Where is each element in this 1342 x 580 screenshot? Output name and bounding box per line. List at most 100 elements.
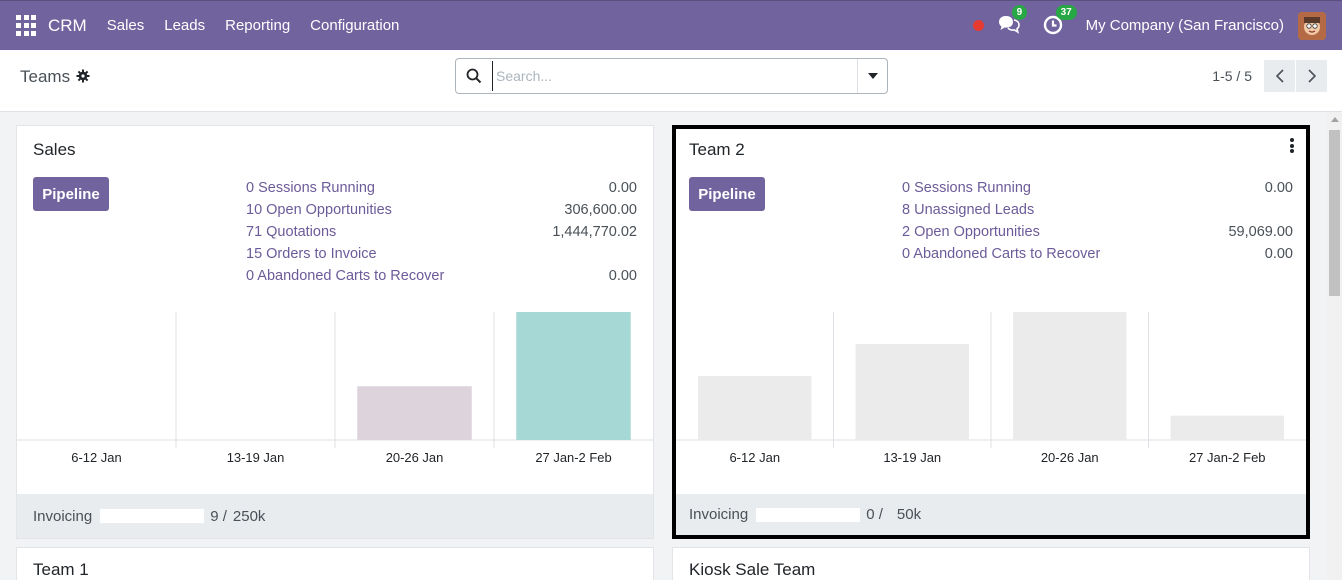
company-switcher[interactable]: My Company (San Francisco)	[1085, 17, 1284, 34]
chart-bar[interactable]	[357, 386, 472, 440]
stat-link-quotations[interactable]: 71 Quotations	[246, 224, 337, 240]
menu-reporting[interactable]: Reporting	[225, 17, 291, 34]
chart-x-tick-label: 13-19 Jan	[883, 450, 941, 462]
pager-previous-button[interactable]	[1264, 60, 1296, 92]
stat-value: 0.00	[608, 180, 637, 196]
chevron-left-icon	[1275, 69, 1284, 83]
card-stats: 0 Sessions Running 0.00 8 Unassigned Lea…	[902, 180, 1293, 268]
pager-value[interactable]: 1-5 / 5	[1212, 68, 1252, 84]
stat-value: 306,600.00	[564, 202, 637, 218]
stat-value: 0.00	[1264, 180, 1293, 196]
chart-bar[interactable]	[698, 376, 812, 440]
chart-x-tick-label: 27 Jan-2 Feb	[535, 450, 611, 462]
stat-value: 1,444,770.02	[552, 224, 637, 240]
chart-x-tick-label: 20-26 Jan	[1041, 450, 1099, 462]
scrollbar-thumb[interactable]	[1329, 130, 1340, 296]
card-title[interactable]: Team 1	[33, 560, 89, 579]
search-bar	[455, 58, 888, 94]
search-input[interactable]	[492, 61, 857, 91]
stat-value: 0.00	[608, 268, 637, 284]
stat-row: 71 Quotations 1,444,770.02	[246, 224, 637, 246]
app-brand[interactable]: CRM	[48, 15, 87, 35]
stat-row: 0 Abandoned Carts to Recover 0.00	[246, 268, 637, 290]
stat-link-abandoned-carts[interactable]: 0 Abandoned Carts to Recover	[902, 246, 1101, 262]
menu-sales[interactable]: Sales	[106, 17, 145, 34]
stat-link-abandoned-carts[interactable]: 0 Abandoned Carts to Recover	[246, 268, 445, 284]
control-panel: Teams	[0, 50, 1342, 112]
stat-row: 15 Orders to Invoice	[246, 246, 637, 268]
breadcrumb: Teams	[20, 67, 90, 87]
apps-menu-icon[interactable]	[16, 14, 38, 37]
invoicing-progress-bar[interactable]	[100, 509, 205, 523]
stat-link-sessions[interactable]: 0 Sessions Running	[246, 180, 375, 196]
menu-leads[interactable]: Leads	[164, 17, 206, 34]
team-card-team-1[interactable]: Team 1	[16, 547, 654, 580]
chart-bar[interactable]	[1013, 312, 1127, 440]
invoicing-target[interactable]: 250k	[232, 507, 266, 525]
stat-link-sessions[interactable]: 0 Sessions Running	[902, 180, 1031, 196]
stat-row: 8 Unassigned Leads	[902, 202, 1293, 224]
stat-link-unassigned-leads[interactable]: 8 Unassigned Leads	[902, 202, 1035, 218]
team-card-team-2[interactable]: Team 2 Pipeline 0 Sessions Running 0.00 …	[672, 125, 1310, 539]
chevron-right-icon	[1307, 69, 1316, 83]
kebab-menu-icon[interactable]	[1288, 137, 1296, 153]
chart-x-tick-label: 13-19 Jan	[227, 450, 285, 462]
messages-button[interactable]: 9	[998, 4, 1028, 38]
chart-x-tick-label: 20-26 Jan	[386, 450, 444, 462]
stat-row: 10 Open Opportunities 306,600.00	[246, 202, 637, 224]
invoicing-progress-bar[interactable]	[756, 507, 861, 522]
invoicing-label: Invoicing	[689, 506, 749, 523]
card-title[interactable]: Team 2	[689, 140, 745, 159]
invoicing-label: Invoicing	[33, 507, 93, 525]
caret-down-icon	[867, 73, 878, 79]
top-navbar: CRM Sales Leads Reporting Configuration …	[0, 0, 1342, 50]
invoicing-target[interactable]: 50k	[896, 506, 922, 523]
invoicing-value: 9 /	[210, 507, 227, 525]
pipeline-button[interactable]: Pipeline	[33, 177, 109, 211]
team-card-sales[interactable]: Sales Pipeline 0 Sessions Running 0.00 1…	[16, 125, 654, 539]
main-menu: Sales Leads Reporting Configuration	[107, 17, 420, 34]
chart-bar[interactable]	[1170, 415, 1284, 440]
card-title[interactable]: Sales	[33, 140, 76, 159]
stat-link-opportunities[interactable]: 2 Open Opportunities	[902, 224, 1040, 240]
card-title[interactable]: Kiosk Sale Team	[689, 560, 816, 579]
invoicing-value: 0 /	[866, 506, 883, 523]
activities-button[interactable]: 37	[1042, 4, 1077, 38]
stat-link-opportunities[interactable]: 10 Open Opportunities	[246, 202, 392, 218]
stat-value: 0.00	[1264, 246, 1293, 262]
stat-link-orders-to-invoice[interactable]: 15 Orders to Invoice	[246, 246, 377, 262]
chart-x-tick-label: 6-12 Jan	[71, 450, 121, 462]
team-bar-chart[interactable]: 6-12 Jan 13-19 Jan 20-26 Jan 27 Jan-2 Feb	[676, 312, 1306, 462]
card-footer: Invoicing 9 / 250k	[17, 494, 653, 538]
chart-bar[interactable]	[855, 344, 969, 440]
stat-row: 0 Abandoned Carts to Recover 0.00	[902, 246, 1293, 268]
user-avatar[interactable]	[1298, 11, 1326, 40]
messages-count-badge: 9	[1011, 4, 1028, 20]
team-card-kiosk-sale-team[interactable]: Kiosk Sale Team	[672, 547, 1310, 580]
search-options-toggle[interactable]	[857, 59, 887, 93]
search-icon[interactable]	[456, 59, 492, 93]
scroll-up-arrow-icon[interactable]	[1331, 117, 1339, 122]
card-footer: Invoicing 0 / 50k	[676, 494, 1306, 535]
pipeline-button[interactable]: Pipeline	[689, 177, 765, 211]
stat-row: 0 Sessions Running 0.00	[246, 180, 637, 202]
gear-icon[interactable]	[76, 69, 90, 86]
chart-x-tick-label: 27 Jan-2 Feb	[1189, 450, 1266, 462]
card-stats: 0 Sessions Running 0.00 10 Open Opportun…	[246, 180, 637, 290]
pager: 1-5 / 5	[1212, 60, 1328, 92]
systray: 9 37 My Company (San Francisco)	[972, 1, 1342, 50]
stat-row: 0 Sessions Running 0.00	[902, 180, 1293, 202]
page-scrollbar[interactable]	[1327, 112, 1342, 580]
stat-value: 59,069.00	[1228, 224, 1293, 240]
chat-icon	[998, 15, 1020, 34]
team-bar-chart[interactable]: 6-12 Jan 13-19 Jan 20-26 Jan 27 Jan-2 Feb	[17, 312, 653, 462]
chart-bar[interactable]	[516, 312, 631, 440]
page-title: Teams	[20, 67, 71, 86]
clock-icon	[1043, 15, 1062, 34]
status-dot-icon[interactable]	[972, 20, 984, 31]
pager-next-button[interactable]	[1296, 60, 1328, 92]
chart-x-tick-label: 6-12 Jan	[729, 450, 780, 462]
stat-row: 2 Open Opportunities 59,069.00	[902, 224, 1293, 246]
menu-configuration[interactable]: Configuration	[310, 17, 400, 34]
activities-count-badge: 37	[1055, 4, 1077, 20]
